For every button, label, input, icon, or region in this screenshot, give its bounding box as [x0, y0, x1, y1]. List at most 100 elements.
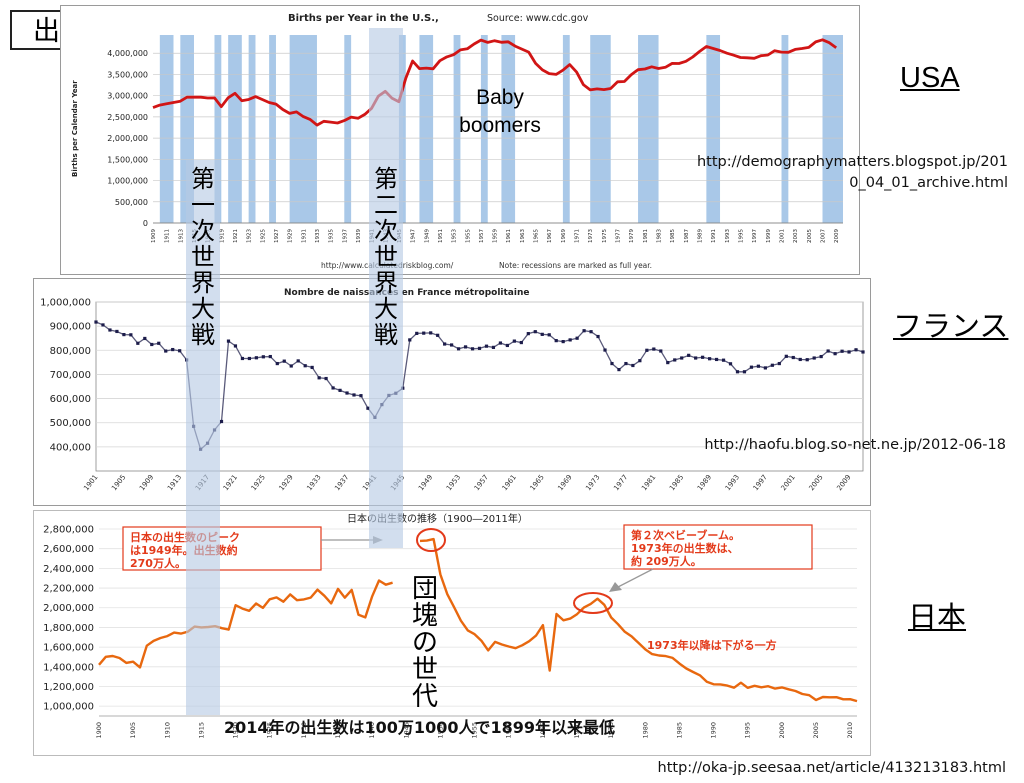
usa-recession-band [159, 35, 174, 223]
usa-x-tick-label: 1933 [315, 229, 321, 243]
france-data-point [554, 339, 558, 343]
france-y-tick-label: 600,000 [50, 394, 91, 405]
usa-recession-band [269, 35, 276, 223]
usa-x-tick-label: 1929 [288, 229, 294, 243]
ww1-char: 戦 [191, 321, 215, 349]
france-data-point [861, 350, 865, 354]
france-data-point [450, 343, 454, 347]
france-data-point [226, 339, 231, 343]
second-boom-note-line1: 第２次ベビーブーム。 [631, 528, 740, 542]
decline-note: 1973年以降は下がる一方 [647, 638, 777, 652]
japan-x-tick-label: 2000 [778, 722, 786, 739]
ww2-band [369, 28, 403, 548]
second-boom-note-box [623, 524, 813, 570]
ww1-band [186, 160, 220, 715]
ww2-char: 世 [374, 243, 398, 271]
japan-x-tick-label: 1910 [163, 722, 171, 739]
usa-x-tick-label: 1913 [178, 229, 184, 243]
france-data-point [303, 364, 307, 368]
japan-chart: 日本の出生数の推移（1900―2011年） 1,000,0001,200,000… [33, 510, 871, 756]
usa-chart: Births per Year in the U.S., Source: www… [60, 5, 860, 275]
france-data-point [798, 357, 802, 362]
second-boom-highlight-circle [573, 592, 613, 614]
france-y-tick-label: 1,000,000 [40, 298, 91, 309]
usa-x-tick-label: 2009 [834, 229, 840, 243]
france-data-point [498, 341, 503, 345]
ww2-label: 第 二 次 世 界 大 戦 [371, 166, 401, 348]
usa-recession-band [501, 35, 516, 223]
france-data-point [436, 333, 440, 337]
japan-x-tick-label: 1960 [505, 722, 513, 739]
usa-recession-band [344, 35, 352, 223]
france-data-point [352, 393, 356, 397]
france-data-point [282, 359, 286, 363]
japan-x-tick-label: 1980 [641, 722, 649, 739]
baby-boomers-line2: boomers [459, 114, 541, 137]
japan-series-line [98, 537, 858, 703]
france-data-point [164, 349, 168, 353]
japan-x-tick-label: 1985 [675, 722, 683, 739]
france-source: http://haofu.blog.so-net.ne.jp/2012-06-1… [704, 437, 1006, 453]
france-data-point [687, 353, 691, 357]
peak-note-line3: 270万人。 [130, 556, 186, 570]
france-data-point [763, 366, 767, 370]
france-data-point [143, 336, 147, 341]
usa-y-tick-label: 3,000,000 [107, 92, 148, 101]
usa-x-tick-label: 1995 [739, 229, 745, 243]
usa-x-tick-label: 1987 [684, 229, 690, 243]
france-data-point [680, 356, 684, 360]
france-data-point [659, 349, 663, 353]
france-data-point [115, 329, 119, 334]
usa-x-tick-label: 1937 [342, 229, 348, 243]
france-data-point [826, 349, 830, 353]
dankai-char: 塊 [411, 601, 438, 631]
france-data-point [268, 354, 272, 359]
france-data-point [150, 342, 154, 347]
peak-note-line2: は1949年。出生数約 [130, 543, 238, 557]
france-y-tick-label: 400,000 [50, 442, 91, 453]
france-data-point [749, 365, 754, 369]
france-data-point [108, 328, 112, 332]
usa-y-tick-label: 0 [143, 219, 148, 228]
usa-y-tick-label: 3,500,000 [107, 70, 148, 79]
france-data-point [470, 347, 475, 351]
france-data-point [582, 329, 586, 333]
usa-recession-band [706, 35, 721, 223]
japan-y-tick-label: 2,200,000 [43, 584, 94, 595]
france-data-point [756, 364, 761, 368]
usa-series-line [152, 38, 838, 127]
usa-source-line2: 0_04_01_archive.html [849, 175, 1008, 191]
dankai-label: 団 塊 の 世 代 [410, 576, 440, 711]
france-data-point [415, 331, 419, 335]
france-data-point [631, 363, 635, 368]
usa-x-tick-label: 1931 [301, 229, 307, 243]
ww2-char: 戦 [374, 321, 398, 349]
usa-x-tick-label: 1953 [452, 229, 458, 243]
usa-x-tick-label: 1985 [670, 229, 676, 243]
usa-x-tick-label: 1983 [657, 229, 663, 243]
usa-x-tick-label: 1927 [274, 229, 280, 243]
usa-x-tick-label: 1963 [520, 229, 526, 243]
usa-recession-band [562, 35, 570, 223]
japan-x-tick-label: 1940 [368, 722, 376, 739]
france-data-point [819, 354, 823, 359]
ww1-char: 第 [191, 165, 215, 193]
usa-x-tick-label: 1991 [711, 229, 717, 243]
dankai-char: 代 [411, 682, 438, 712]
usa-x-tick-label: 1977 [616, 229, 622, 243]
usa-x-tick-label: 1965 [534, 229, 540, 243]
usa-x-tick-label: 1961 [506, 229, 512, 243]
japan-x-tick-label: 1915 [197, 722, 205, 739]
france-data-point [233, 344, 238, 348]
usa-x-tick-label: 1979 [629, 229, 635, 243]
usa-source: http://demographymatters.blogspot.jp/201… [688, 152, 1008, 194]
japan-x-tick-label: 1905 [129, 722, 137, 739]
usa-y-tick-label: 1,500,000 [107, 155, 148, 164]
france-data-point [519, 340, 523, 345]
usa-y-tick-label: 2,500,000 [107, 113, 148, 122]
france-data-point [735, 370, 740, 374]
france-data-point [575, 336, 579, 340]
usa-recession-band [781, 35, 789, 223]
france-data-point [331, 386, 335, 390]
peak-note-box [122, 526, 322, 571]
